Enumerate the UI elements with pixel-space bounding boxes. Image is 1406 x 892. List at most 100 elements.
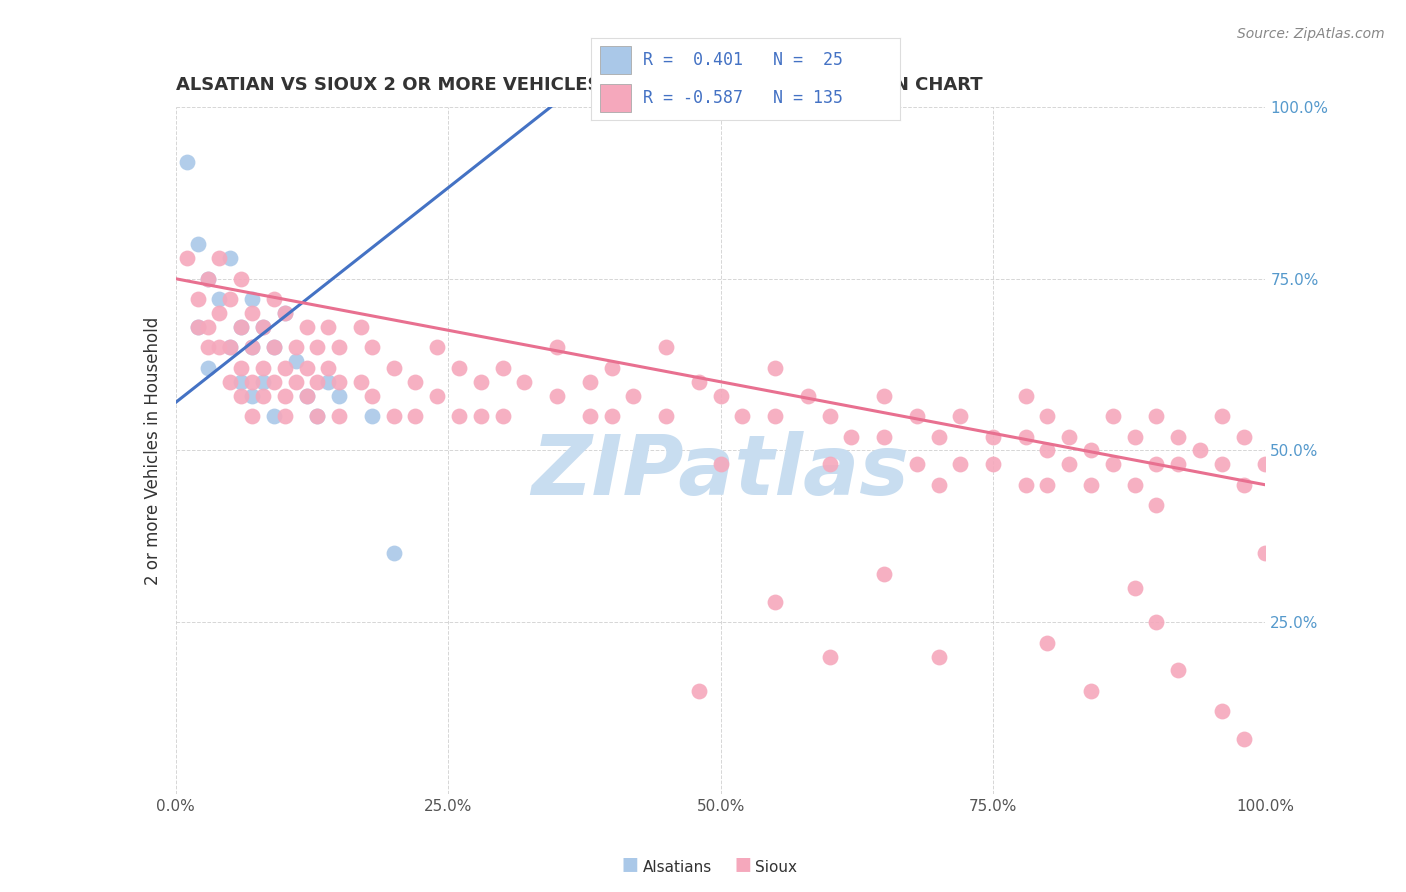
Point bbox=[579, 375, 602, 389]
Point bbox=[1102, 457, 1125, 471]
Point bbox=[1036, 478, 1059, 492]
Point bbox=[1036, 443, 1059, 458]
Point bbox=[1080, 683, 1102, 698]
Point bbox=[252, 319, 274, 334]
Point bbox=[1080, 478, 1102, 492]
Point bbox=[579, 409, 602, 424]
Text: Sioux: Sioux bbox=[755, 860, 797, 874]
Point bbox=[240, 340, 263, 354]
Point bbox=[492, 361, 515, 376]
Point bbox=[176, 155, 198, 169]
Point bbox=[1233, 430, 1256, 444]
Point bbox=[307, 409, 329, 424]
Point bbox=[655, 409, 678, 424]
Point bbox=[1146, 615, 1168, 630]
Point bbox=[382, 546, 405, 561]
Point bbox=[274, 306, 297, 320]
Text: R = -0.587   N = 135: R = -0.587 N = 135 bbox=[643, 89, 844, 107]
Point bbox=[1167, 457, 1189, 471]
Point bbox=[818, 457, 841, 471]
Point bbox=[318, 375, 340, 389]
Point bbox=[284, 340, 307, 354]
Point bbox=[1146, 409, 1168, 424]
Text: ZIPatlas: ZIPatlas bbox=[531, 431, 910, 512]
Point bbox=[328, 388, 350, 402]
Point bbox=[1167, 663, 1189, 677]
Point bbox=[219, 293, 242, 307]
Point bbox=[1254, 457, 1277, 471]
Point bbox=[1123, 478, 1146, 492]
Point bbox=[219, 340, 242, 354]
Point bbox=[818, 649, 841, 664]
Point bbox=[1059, 457, 1081, 471]
Point bbox=[274, 306, 297, 320]
Point bbox=[513, 375, 536, 389]
Point bbox=[252, 375, 274, 389]
Point bbox=[240, 375, 263, 389]
Point bbox=[263, 293, 285, 307]
Point bbox=[197, 340, 219, 354]
Point bbox=[1102, 409, 1125, 424]
Point bbox=[361, 388, 384, 402]
Point bbox=[240, 306, 263, 320]
Point bbox=[350, 319, 373, 334]
Text: Alsatians: Alsatians bbox=[643, 860, 711, 874]
Point bbox=[361, 409, 384, 424]
Point bbox=[818, 409, 841, 424]
Point bbox=[981, 430, 1004, 444]
Point bbox=[1080, 443, 1102, 458]
Point bbox=[274, 388, 297, 402]
Point bbox=[928, 478, 950, 492]
Point bbox=[186, 319, 209, 334]
Point bbox=[186, 319, 209, 334]
Point bbox=[688, 375, 710, 389]
Point bbox=[263, 409, 285, 424]
Point bbox=[797, 388, 820, 402]
Point bbox=[252, 361, 274, 376]
Text: ▪: ▪ bbox=[734, 848, 752, 877]
Point bbox=[307, 409, 329, 424]
Point bbox=[426, 340, 449, 354]
Point bbox=[447, 409, 470, 424]
Point bbox=[470, 375, 492, 389]
Point bbox=[208, 306, 231, 320]
Point bbox=[492, 409, 515, 424]
Bar bbox=[600, 45, 631, 74]
Point bbox=[600, 409, 623, 424]
Point bbox=[546, 340, 568, 354]
Y-axis label: 2 or more Vehicles in Household: 2 or more Vehicles in Household bbox=[143, 317, 162, 584]
Point bbox=[1036, 636, 1059, 650]
Point bbox=[197, 271, 219, 285]
Text: ALSATIAN VS SIOUX 2 OR MORE VEHICLES IN HOUSEHOLD CORRELATION CHART: ALSATIAN VS SIOUX 2 OR MORE VEHICLES IN … bbox=[176, 77, 983, 95]
Point bbox=[252, 319, 274, 334]
Point bbox=[710, 388, 733, 402]
Point bbox=[1015, 430, 1038, 444]
Point bbox=[405, 409, 427, 424]
Point bbox=[263, 340, 285, 354]
Point bbox=[600, 361, 623, 376]
Point bbox=[1015, 478, 1038, 492]
Point bbox=[928, 649, 950, 664]
Point bbox=[186, 293, 209, 307]
Point bbox=[208, 340, 231, 354]
Point bbox=[231, 388, 253, 402]
Point bbox=[1211, 457, 1233, 471]
Point bbox=[197, 319, 219, 334]
Point bbox=[1211, 705, 1233, 719]
Point bbox=[763, 594, 786, 608]
Bar bbox=[600, 85, 631, 112]
Point bbox=[197, 271, 219, 285]
Point bbox=[231, 319, 253, 334]
Point bbox=[447, 361, 470, 376]
Point bbox=[274, 361, 297, 376]
Point bbox=[328, 409, 350, 424]
Point bbox=[426, 388, 449, 402]
Point bbox=[1059, 430, 1081, 444]
Point bbox=[328, 340, 350, 354]
Point bbox=[905, 457, 928, 471]
Point bbox=[318, 361, 340, 376]
Point bbox=[208, 251, 231, 265]
Point bbox=[470, 409, 492, 424]
Point bbox=[295, 388, 318, 402]
Point bbox=[219, 251, 242, 265]
